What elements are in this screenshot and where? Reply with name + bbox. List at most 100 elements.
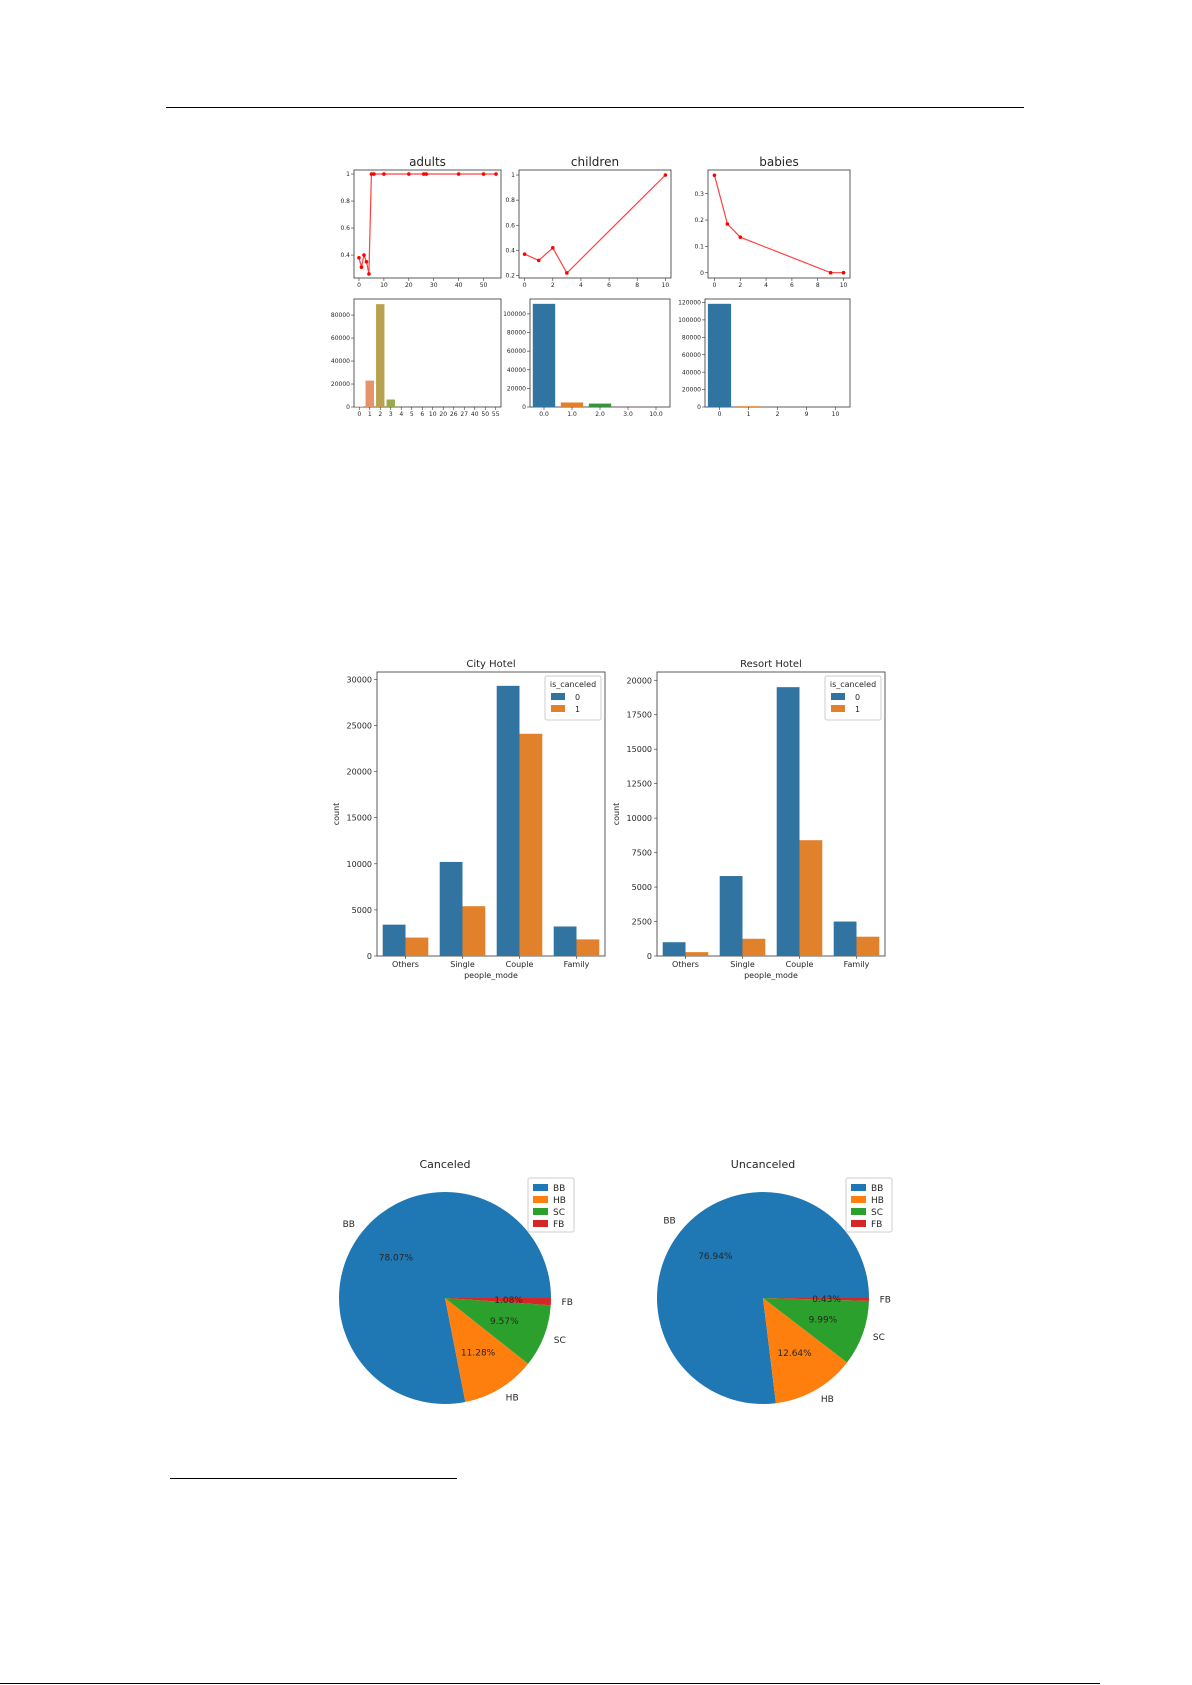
legend-swatch <box>831 705 845 712</box>
x-tick-label: 10 <box>662 282 670 289</box>
x-tick-label: 30 <box>430 282 438 289</box>
bar <box>719 876 743 956</box>
x-tick-label: 10 <box>429 411 437 418</box>
x-tick-label: Others <box>672 960 699 969</box>
data-point <box>738 235 743 239</box>
babies-rate-chart: babies 0 2 4 6 8 10 0 0.1 0.2 0.3 <box>694 155 851 289</box>
y-tick-label: 100000 <box>678 317 701 324</box>
y-tick-label: 60000 <box>507 348 526 355</box>
legend-label: FB <box>871 1220 882 1230</box>
x-tick-label: 1 <box>747 411 751 418</box>
y-tick-label: 120000 <box>678 300 701 307</box>
x-tick-label: 8 <box>635 282 639 289</box>
y-tick-label: 7500 <box>632 849 652 858</box>
x-tick-label: 0 <box>523 282 527 289</box>
y-tick-label: 40000 <box>507 367 526 374</box>
bar <box>856 936 880 956</box>
y-tick-label: 0 <box>647 952 652 961</box>
bar <box>560 402 584 407</box>
legend-swatch <box>551 693 565 700</box>
legend-swatch <box>551 705 565 712</box>
y-tick-label: 1 <box>511 172 515 179</box>
legend-label: BB <box>553 1184 565 1194</box>
x-tick-label: 10 <box>832 411 840 418</box>
uncanceled-pie-chart: Uncanceled 76.94% BB 12.64% HB 9.99% SC 0.43% FB… <box>657 1158 893 1405</box>
data-point <box>382 172 386 176</box>
data-point <box>369 172 374 176</box>
y-tick-label: 60000 <box>331 335 350 342</box>
bar <box>386 399 395 407</box>
data-point <box>372 172 376 176</box>
legend-swatch <box>533 1196 548 1203</box>
x-tick-label: Others <box>392 960 419 969</box>
x-tick-label: Family <box>564 960 590 969</box>
legend-label: 0 <box>575 693 580 702</box>
x-tick-label: 3 <box>389 411 393 418</box>
x-tick-label: 0 <box>357 282 361 289</box>
y-tick-label: 12500 <box>627 780 652 789</box>
y-tick-label: 40000 <box>331 358 350 365</box>
y-tick-label: 17500 <box>627 711 652 720</box>
y-tick-label: 0.3 <box>694 191 704 198</box>
data-point <box>456 172 461 176</box>
data-point <box>663 173 668 177</box>
axes-frame <box>353 298 502 408</box>
x-tick-label: 4 <box>399 411 403 418</box>
pct-label: 1.08% <box>494 1296 523 1306</box>
y-tick-label: 0 <box>346 404 350 411</box>
y-tick-label: 5000 <box>632 883 652 892</box>
pct-label: 78.07% <box>379 1254 414 1264</box>
footer-rule <box>0 1683 1100 1684</box>
bar <box>496 685 520 956</box>
x-tick-label: 0 <box>718 411 722 418</box>
legend-label: 1 <box>855 705 860 714</box>
bar <box>685 952 709 956</box>
x-tick-label: 8 <box>816 282 820 289</box>
x-tick-label: 4 <box>764 282 768 289</box>
bar <box>833 921 857 956</box>
y-tick-label: 80000 <box>331 312 350 319</box>
bar <box>462 906 486 956</box>
x-tick-label: Couple <box>506 960 534 969</box>
axes-frame <box>518 169 672 279</box>
legend-box <box>527 1177 575 1233</box>
y-tick-label: 30000 <box>347 675 372 684</box>
legend-swatch <box>831 693 845 700</box>
x-tick-label: 40 <box>455 282 463 289</box>
legend-label: SC <box>553 1208 565 1218</box>
pct-label: 9.99% <box>809 1315 838 1325</box>
x-tick-label: 2 <box>776 411 780 418</box>
x-axis-label: people_mode <box>464 971 518 980</box>
canceled-pie-chart: Canceled 78.07% BB 11.28% HB 9.57% SC 1.08% FB BB… <box>339 1158 575 1404</box>
axes-frame <box>376 671 606 957</box>
series-line <box>358 173 496 275</box>
pie-slice <box>763 1298 869 1301</box>
adults-rate-chart: adults 0 10 20 30 40 50 0.4 0.6 0.8 1 <box>340 155 502 289</box>
y-tick-label: 0.8 <box>505 197 515 204</box>
y-tick-label: 80000 <box>682 334 701 341</box>
legend-label: 0 <box>855 693 860 702</box>
y-tick-label: 0.2 <box>694 217 704 224</box>
pct-label: 11.28% <box>461 1348 496 1358</box>
chart-title: Resort Hotel <box>740 659 802 670</box>
pie-slice <box>445 1298 551 1306</box>
footnote-rule <box>170 1478 457 1479</box>
axes-frame <box>353 169 502 279</box>
pie-slice <box>445 1298 529 1403</box>
slice-label: FB <box>562 1298 573 1308</box>
legend-swatch <box>533 1208 548 1215</box>
legend-label: HB <box>871 1196 884 1206</box>
y-tick-label: 0 <box>522 404 526 411</box>
data-point <box>364 260 369 264</box>
y-tick-label: 0 <box>697 404 701 411</box>
x-tick-label: 2 <box>378 411 382 418</box>
y-tick-label: 25000 <box>347 721 372 730</box>
chart-title: children <box>571 155 619 169</box>
data-point <box>565 271 569 275</box>
x-tick-label: 2 <box>738 282 742 289</box>
y-tick-label: 80000 <box>507 330 526 337</box>
slice-label: BB <box>663 1217 675 1227</box>
x-tick-label: 0.0 <box>539 411 549 418</box>
bar <box>439 861 463 956</box>
pie-slice <box>445 1298 551 1364</box>
